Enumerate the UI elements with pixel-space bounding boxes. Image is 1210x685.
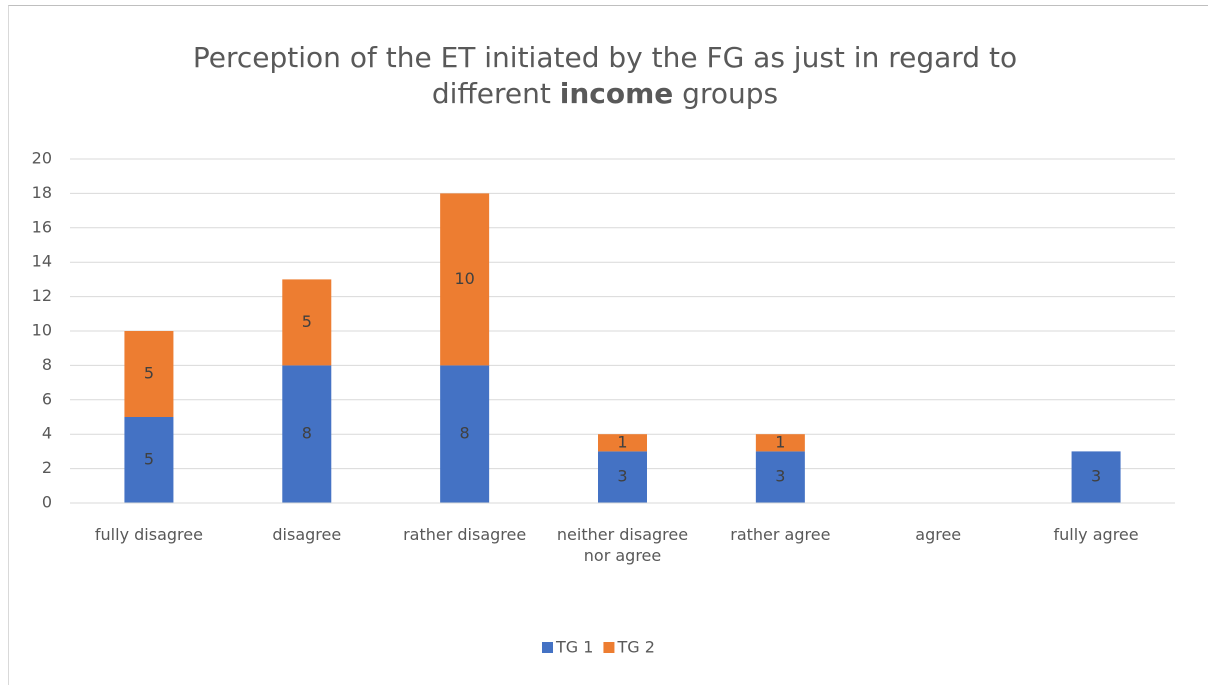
y-tick-label: 0 — [42, 493, 52, 512]
y-tick-label: 18 — [32, 183, 52, 202]
bar-segment — [598, 451, 647, 503]
x-tick-label: agree — [915, 525, 962, 544]
bar-segment — [440, 365, 490, 503]
bar-segment — [755, 434, 805, 452]
y-tick-label: 6 — [42, 389, 52, 408]
title-run: income — [559, 77, 674, 110]
bar-segment — [1071, 451, 1121, 503]
data-label: 10 — [454, 269, 474, 288]
x-tick-label: disagree — [272, 525, 342, 544]
y-tick-label: 8 — [42, 355, 52, 374]
data-label: 1 — [775, 432, 785, 451]
bar-segment — [282, 279, 332, 366]
x-tick-label: rather agree — [730, 525, 831, 544]
y-tick-label: 4 — [42, 424, 52, 443]
legend-label: TG 2 — [616, 638, 654, 657]
data-label: 8 — [460, 424, 470, 443]
legend-swatch — [603, 642, 615, 653]
bar-segment — [282, 365, 332, 503]
x-tick-label: neither disagree nor agree — [556, 525, 689, 565]
x-tick-label: fully agree — [1053, 525, 1139, 544]
data-label: 3 — [617, 467, 627, 486]
data-label: 5 — [144, 364, 154, 383]
data-label: 3 — [1091, 467, 1101, 486]
bar-segment — [755, 451, 805, 503]
x-tick-label: fully disagree — [94, 525, 203, 544]
bar-segment — [124, 331, 174, 417]
chart-frame — [8, 5, 1208, 685]
data-label: 5 — [144, 450, 154, 469]
y-tick-label: 16 — [32, 217, 52, 236]
bar-segment — [124, 417, 174, 503]
legend-swatch — [542, 642, 553, 653]
bar-segment — [440, 193, 490, 366]
legend-label: TG 1 — [555, 638, 593, 657]
title-run: groups — [673, 77, 779, 110]
y-tick-label: 20 — [32, 149, 52, 168]
data-label: 3 — [775, 467, 785, 486]
data-label: 1 — [617, 432, 627, 451]
bar-segment — [598, 434, 647, 452]
y-tick-label: 12 — [32, 286, 52, 305]
x-tick-label: rather disagree — [403, 525, 527, 544]
y-tick-label: 10 — [32, 321, 52, 340]
title-run: Perception of the ET initiated by the FG… — [192, 41, 1018, 110]
chart-title: Perception of the ET initiated by the FG… — [150, 40, 1060, 112]
data-label: 8 — [302, 424, 312, 443]
y-tick-label: 14 — [32, 252, 52, 271]
data-label: 5 — [302, 312, 312, 331]
y-tick-label: 2 — [42, 458, 52, 477]
